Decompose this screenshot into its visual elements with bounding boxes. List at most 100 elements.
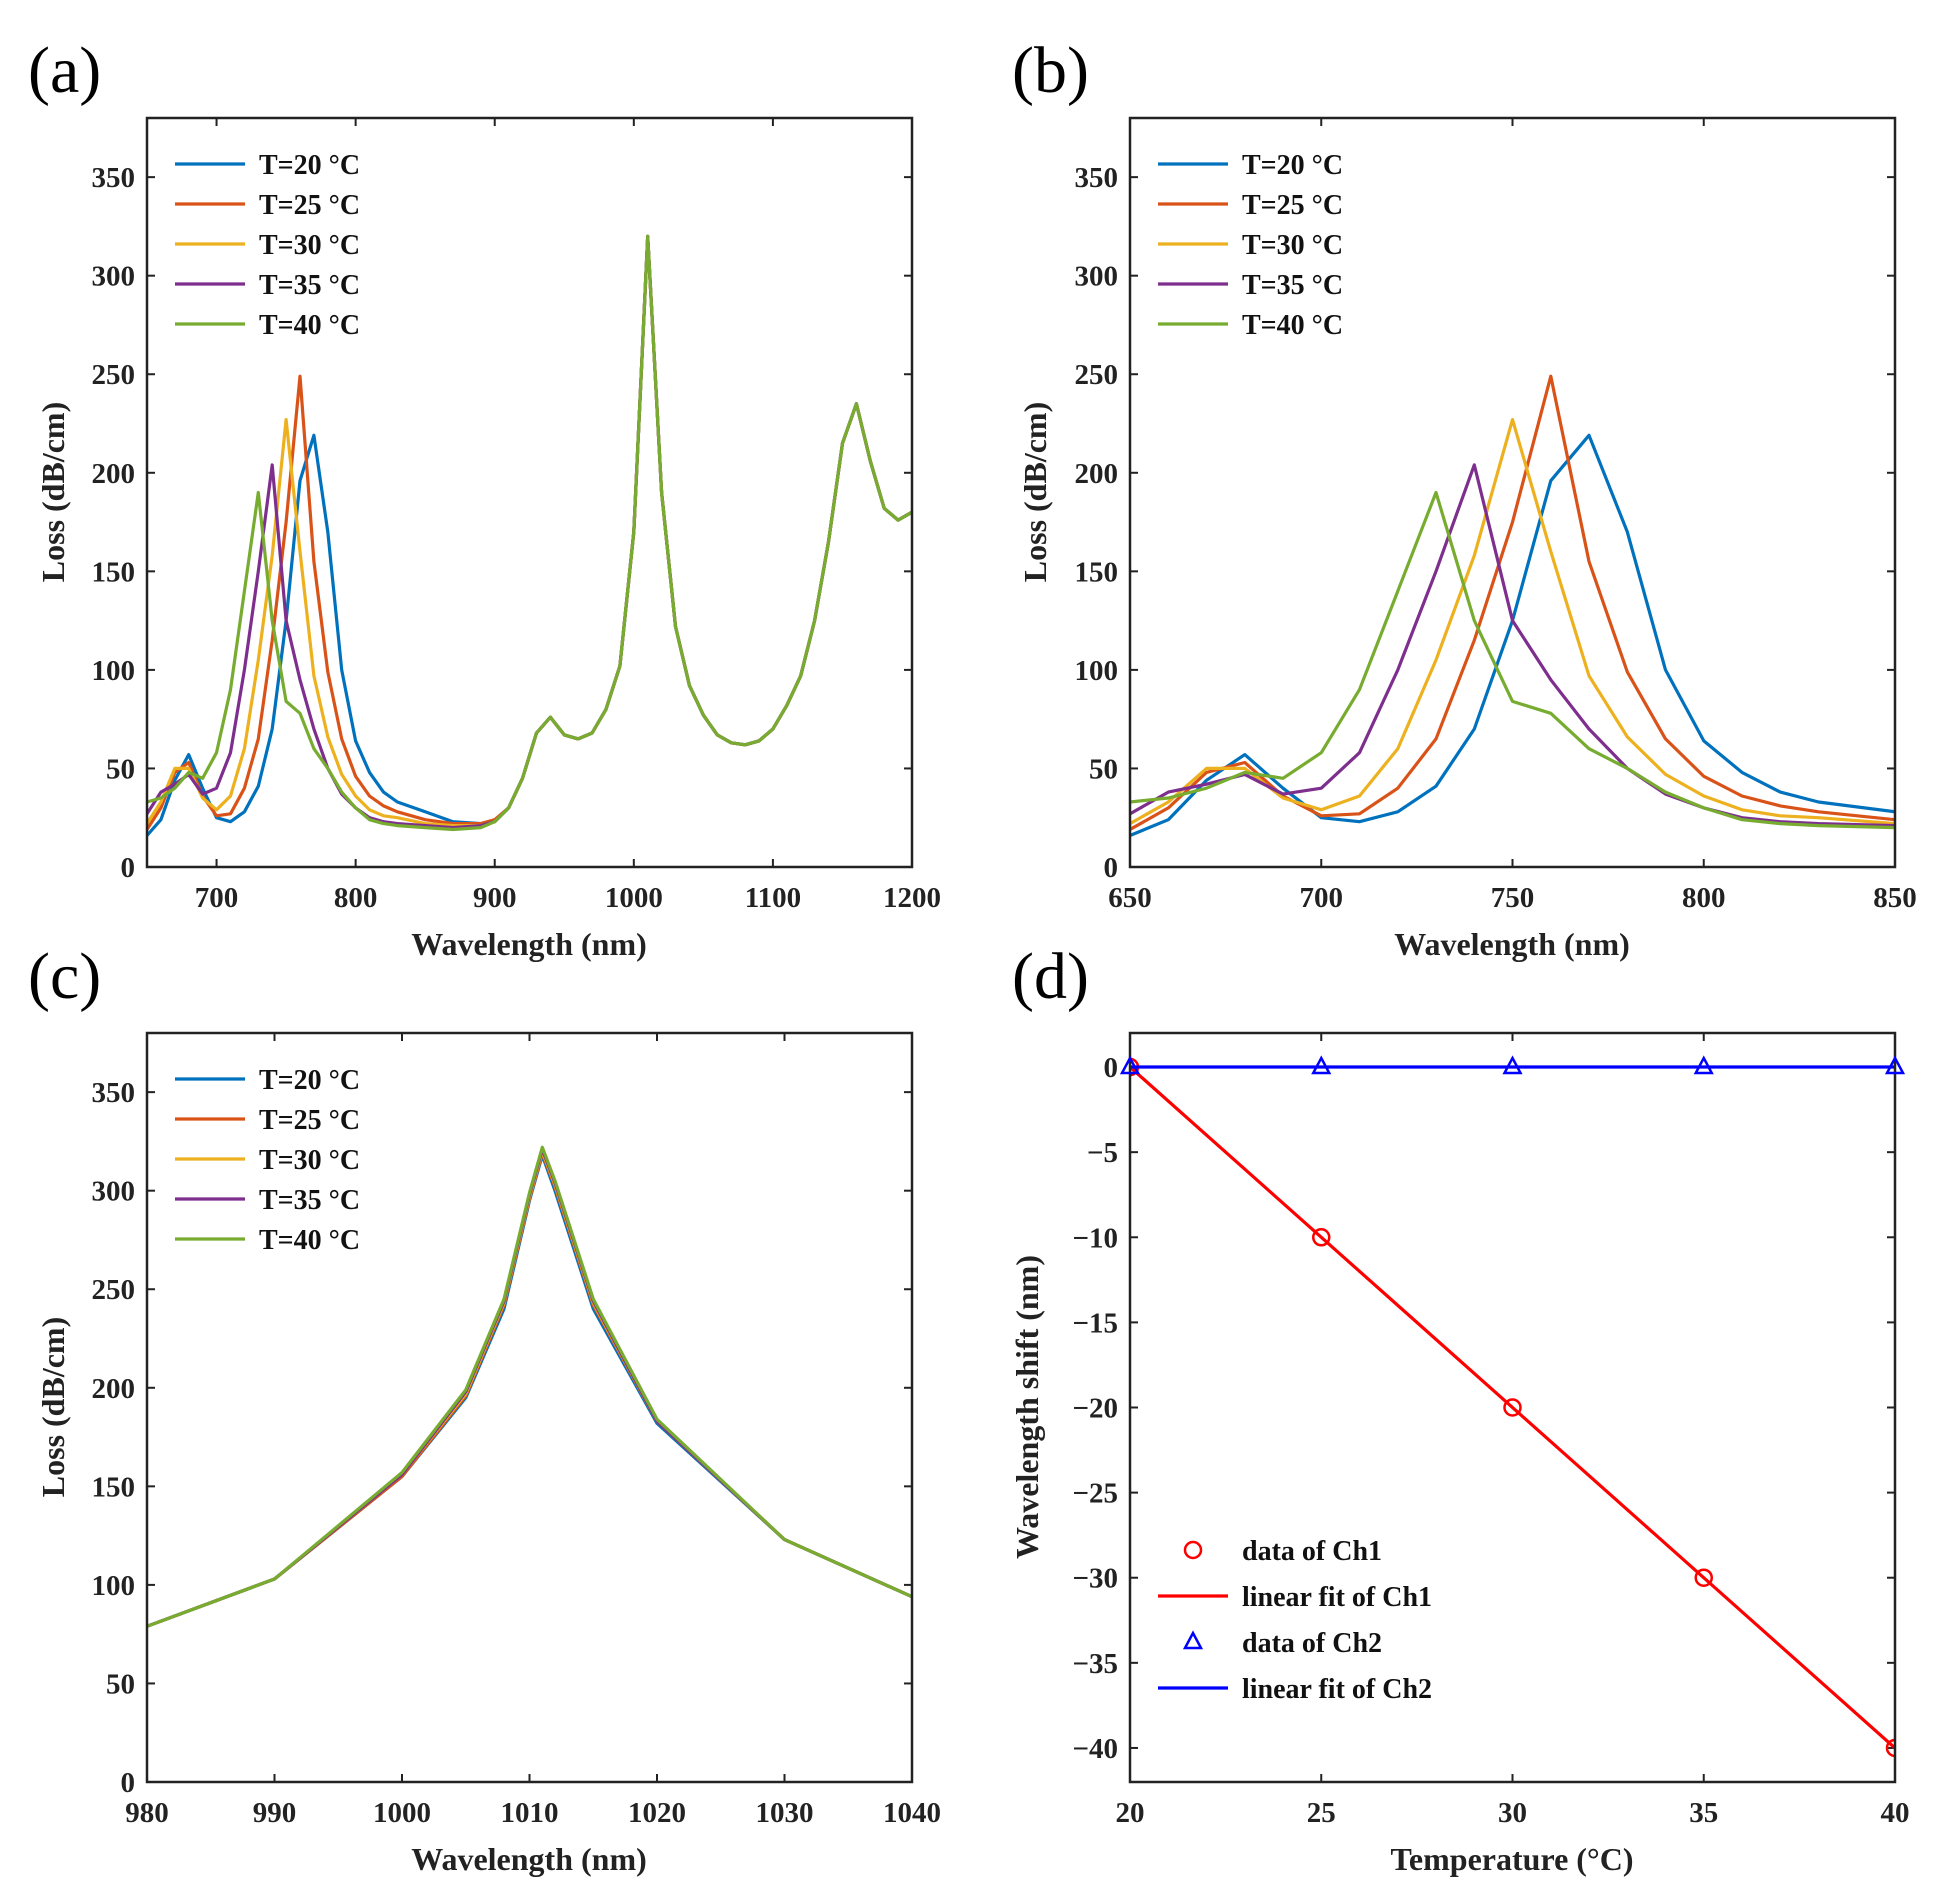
x-axis-label-c: Wavelength (nm)	[411, 1841, 647, 1877]
legend-group: T=20 °C T=25 °C T=30 °C T=35 °C T=40 °C	[1158, 150, 1343, 341]
x-tick-label: 1020	[628, 1797, 686, 1829]
legend-entry: T=40 °C	[259, 310, 360, 341]
plot-frame-c	[145, 1031, 914, 1784]
y-tick-label: 50	[106, 753, 135, 785]
y-tick-label: 200	[92, 1373, 136, 1405]
x-tick-label: 30	[1498, 1797, 1527, 1829]
y-tick-label: 350	[92, 162, 136, 194]
legend-entry: T=35 °C	[259, 1185, 360, 1216]
y-axis-label-b: Loss (dB/cm)	[1017, 402, 1053, 582]
x-tick-label: 1100	[745, 882, 801, 914]
legend-entry: T=20 °C	[1242, 150, 1343, 181]
y-tick-label: 150	[92, 556, 136, 588]
y-axis-label-c: Loss (dB/cm)	[35, 1317, 71, 1497]
x-tick-label: 700	[1300, 882, 1344, 914]
data-point-ch2	[1502, 1055, 1523, 1075]
y-tick-label: 300	[1075, 261, 1119, 293]
y-tick-label: 350	[1075, 162, 1119, 194]
data-point-ch1	[1885, 1738, 1895, 1758]
legend-entry: T=25 °C	[259, 1105, 360, 1136]
data-point-ch2	[1884, 1055, 1906, 1075]
y-tick-label: −30	[1072, 1563, 1118, 1595]
legend-entry: linear fit of Ch1	[1242, 1582, 1432, 1613]
x-axis-label-d: Temperature (°C)	[1391, 1841, 1634, 1877]
y-tick-label: 250	[92, 359, 136, 391]
legend-entry: T=20 °C	[259, 1065, 360, 1096]
legend-entry: linear fit of Ch2	[1242, 1674, 1432, 1705]
y-tick-label: 250	[92, 1274, 136, 1306]
panel-b: (b) 650 700 750 800 850 0 50 100 150 200 250 300 350…	[1012, 34, 1917, 962]
y-tick-label: −25	[1072, 1478, 1118, 1510]
data-point-ch1	[1694, 1568, 1713, 1587]
series-group	[1130, 374, 1895, 838]
legend-group: data of Ch1 linear fit of Ch1 data of Ch2 l…	[1158, 1536, 1432, 1705]
x-tick-label: 750	[1491, 882, 1535, 914]
y-tick-label: 50	[1089, 753, 1118, 785]
y-tick-label: −35	[1072, 1648, 1118, 1680]
y-tick-label: 200	[92, 458, 136, 490]
y-tick-label: 100	[92, 655, 136, 687]
x-tick-label: 40	[1881, 1797, 1910, 1829]
y-tick-label: 0	[1104, 852, 1119, 884]
series-line-t-40-c	[1130, 490, 1895, 830]
axes-group: 20 25 30 35 40 0 −5 −10 −15 −20 −25 −30 −35 −40	[1072, 1033, 1910, 1829]
series-group	[1130, 1057, 1895, 1758]
series-group	[147, 1145, 912, 1628]
x-tick-label: 35	[1689, 1797, 1718, 1829]
legend-swatch	[1182, 1630, 1204, 1650]
legend-entry: T=30 °C	[259, 1145, 360, 1176]
x-tick-label: 850	[1873, 882, 1917, 914]
y-axis-label-d: Wavelength shift (nm)	[1009, 1255, 1045, 1559]
y-tick-label: −15	[1072, 1307, 1118, 1339]
series-line-t-30-c	[147, 1149, 912, 1628]
x-tick-label: 800	[334, 882, 378, 914]
panel-label-a: (a)	[28, 34, 101, 107]
y-tick-label: −5	[1087, 1137, 1118, 1169]
panel-a: (a) 700 800 900 1000 1100 1200 0 50 100 150 200 250…	[28, 34, 941, 962]
y-tick-label: 150	[1075, 556, 1119, 588]
data-point-ch1	[1312, 1228, 1331, 1247]
x-tick-label: 990	[253, 1797, 297, 1829]
x-tick-label: 980	[125, 1797, 169, 1829]
y-tick-label: −10	[1072, 1222, 1118, 1254]
y-tick-label: 200	[1075, 458, 1119, 490]
legend-group: T=20 °C T=25 °C T=30 °C T=35 °C T=40 °C	[175, 1065, 360, 1256]
x-tick-label: 1000	[373, 1797, 431, 1829]
y-tick-label: −20	[1072, 1393, 1118, 1425]
y-tick-label: 350	[92, 1077, 136, 1109]
y-tick-label: 100	[92, 1570, 136, 1602]
legend-entry: T=30 °C	[1242, 230, 1343, 261]
legend-entry: T=25 °C	[1242, 190, 1343, 221]
series-line-t-25-c	[1130, 374, 1895, 832]
legend-entry: T=25 °C	[259, 190, 360, 221]
y-axis-label-a: Loss (dB/cm)	[35, 402, 71, 582]
x-tick-label: 900	[473, 882, 517, 914]
y-tick-label: 0	[121, 852, 136, 884]
series-line-t-20-c	[1130, 433, 1895, 838]
y-tick-label: 150	[92, 1471, 136, 1503]
series-line-t-35-c	[147, 1147, 912, 1628]
data-point-ch2	[1693, 1055, 1714, 1075]
legend-swatch	[1183, 1540, 1203, 1560]
data-point-ch2	[1119, 1055, 1141, 1075]
x-tick-label: 1040	[883, 1797, 941, 1829]
x-axis-label-a: Wavelength (nm)	[411, 926, 647, 962]
x-tick-label: 20	[1116, 1797, 1145, 1829]
legend-entry: T=20 °C	[259, 150, 360, 181]
panel-label-b: (b)	[1012, 34, 1089, 107]
panel-d: (d) 20 25 30 35 40 0 −5 −10 −15 −20 −25 −30 −35 −40 d…	[1009, 940, 1910, 1877]
legend-entry: T=40 °C	[1242, 310, 1343, 341]
y-tick-label: 0	[1104, 1052, 1119, 1084]
series-line-t-40-c	[147, 1145, 912, 1628]
y-tick-label: 50	[106, 1668, 135, 1700]
x-tick-label: 700	[195, 882, 239, 914]
y-tick-label: 300	[92, 261, 136, 293]
legend-entry: T=40 °C	[259, 1225, 360, 1256]
plot-frame-d	[1128, 1031, 1897, 1784]
series-line-t-40-c	[147, 234, 912, 832]
series-line-linear-fit-of-ch1	[1130, 1065, 1895, 1750]
legend-entry: T=35 °C	[1242, 270, 1343, 301]
legend-entry: T=35 °C	[259, 270, 360, 301]
x-axis-label-b: Wavelength (nm)	[1394, 926, 1630, 962]
y-tick-label: −40	[1072, 1733, 1118, 1765]
